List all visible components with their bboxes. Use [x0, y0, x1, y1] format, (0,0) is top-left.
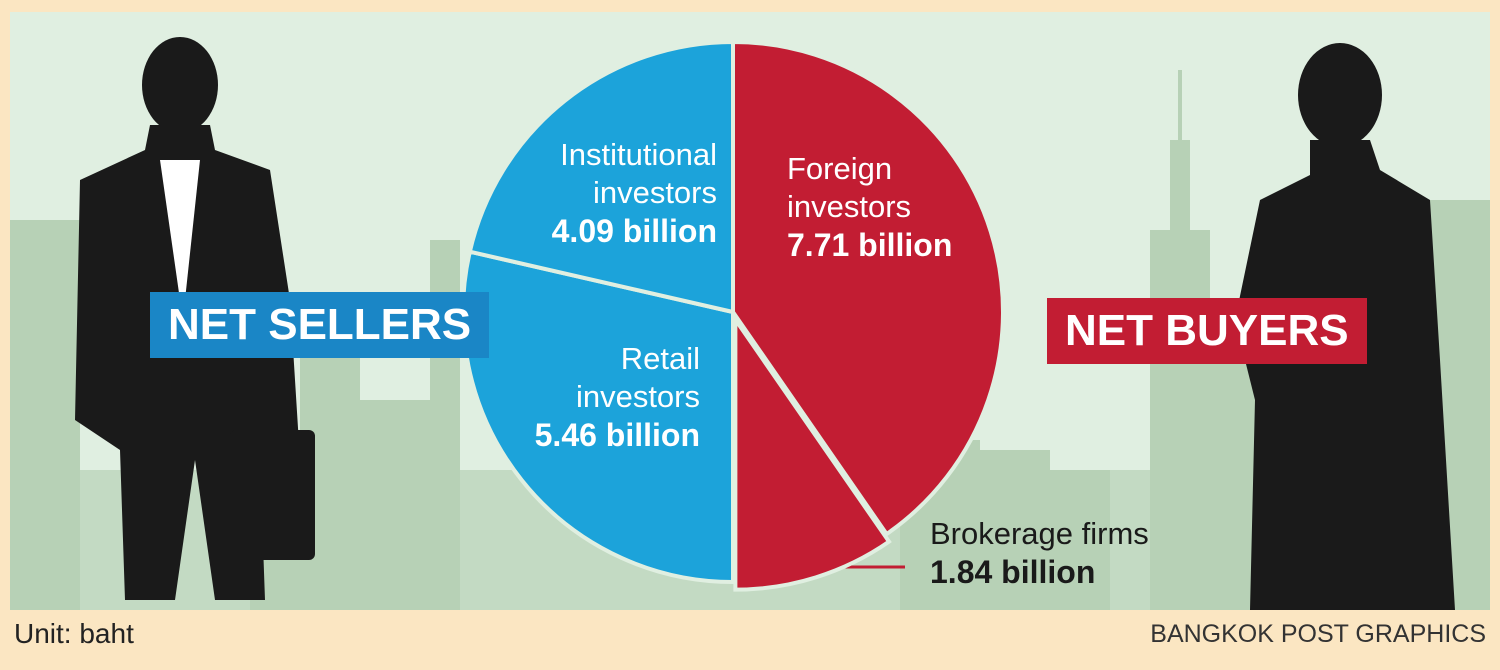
- category-label: Retail investors: [575, 341, 700, 414]
- category-label: Institutional investors: [560, 137, 717, 210]
- category-label: Foreign investors: [787, 151, 912, 224]
- group-label: NET BUYERS: [1047, 298, 1367, 364]
- pie-slice: [467, 39, 735, 315]
- buyer-silhouette: [1235, 43, 1455, 610]
- value-label: 4.09 billion: [551, 213, 717, 249]
- value-label: 1.84 billion: [930, 554, 1096, 590]
- category-label: Brokerage firms: [930, 516, 1149, 551]
- unit-note: Unit: baht: [14, 618, 134, 649]
- value-label: 5.46 billion: [534, 417, 700, 453]
- slice-label: Foreign investors 7.71 billion: [787, 150, 987, 264]
- seller-silhouette: [75, 37, 315, 600]
- pie-slice: [731, 39, 1005, 537]
- pie-slice: [733, 313, 892, 592]
- slice-label: Brokerage firms 1.84 billion: [930, 515, 1190, 591]
- value-label: 7.71 billion: [787, 227, 953, 263]
- slice-label: Institutional investors 4.09 billion: [505, 136, 717, 250]
- slice-label: Retail investors 5.46 billion: [500, 340, 700, 454]
- group-label: NET SELLERS: [150, 292, 490, 358]
- source: BANGKOK POST GRAPHICS: [1150, 620, 1486, 648]
- shirt: [160, 160, 200, 300]
